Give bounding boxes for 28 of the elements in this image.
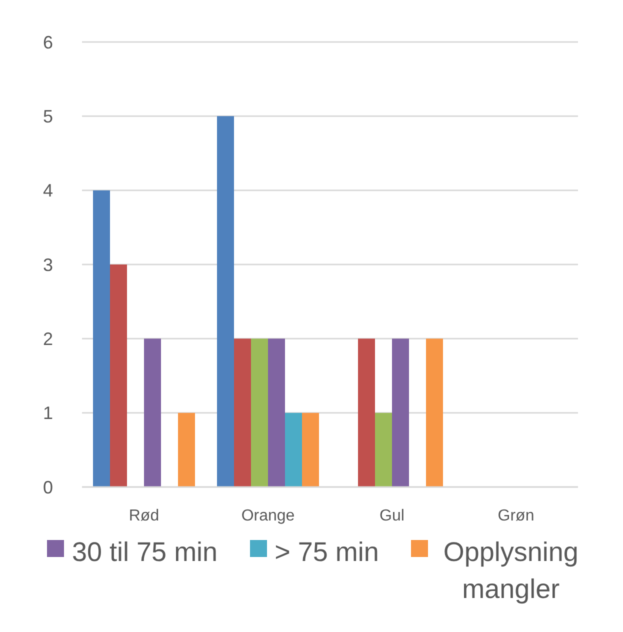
bar xyxy=(302,412,319,487)
y-tick-label: 5 xyxy=(42,106,53,127)
x-tick-label: Gul xyxy=(380,507,404,524)
y-tick-label: 1 xyxy=(42,403,53,424)
bar xyxy=(285,412,302,487)
y-tick-label: 3 xyxy=(42,254,53,275)
bar xyxy=(392,338,409,487)
x-tick-label: Rød xyxy=(128,507,160,524)
x-tick-label: Orange xyxy=(241,507,295,524)
bar xyxy=(268,338,285,487)
y-tick-label: 4 xyxy=(42,180,53,201)
bar xyxy=(178,412,195,487)
bar xyxy=(144,338,161,487)
legend-label: Opplysning mangler xyxy=(442,536,580,606)
y-tick-label: 0 xyxy=(42,477,53,498)
x-tick-label: Grøn xyxy=(498,507,534,524)
bar xyxy=(234,338,251,487)
bar xyxy=(251,338,268,487)
y-tick-label: 2 xyxy=(42,329,53,350)
legend-label: 30 til 75 min xyxy=(72,536,218,569)
bar xyxy=(426,338,443,487)
bar xyxy=(358,338,375,487)
bar xyxy=(217,116,234,487)
bar xyxy=(93,190,110,487)
bar xyxy=(375,412,392,487)
legend-label: > 75 min xyxy=(274,536,379,569)
y-tick-label: 6 xyxy=(42,32,53,52)
bar xyxy=(110,264,127,487)
